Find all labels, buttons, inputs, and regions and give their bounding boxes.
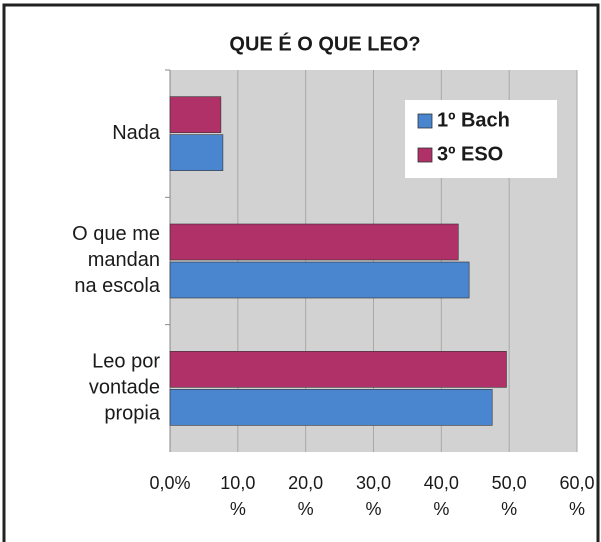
x-tick-label: 30,0% — [356, 473, 391, 519]
legend-swatch — [417, 147, 433, 163]
bar — [169, 389, 493, 426]
legend-swatch — [417, 113, 433, 129]
x-tick-label: 0,0% — [149, 473, 190, 493]
chart-title: QUE É O QUE LEO? — [229, 32, 420, 55]
x-tick-label: 40,0% — [424, 473, 459, 519]
bar — [169, 351, 507, 388]
bar — [169, 223, 459, 261]
bar — [169, 134, 224, 171]
y-tick-label: Leo por vontade propia — [89, 351, 161, 425]
legend — [405, 100, 557, 178]
bar — [169, 96, 222, 133]
x-tick-label: 50,0% — [492, 473, 527, 519]
y-tick-label: Nada — [112, 122, 161, 144]
x-tick-label: 20,0% — [288, 473, 323, 519]
y-tick-label: O que me mandan na escola — [72, 223, 161, 297]
frame — [2, 3, 600, 542]
x-tick-label: 60,0% — [559, 473, 594, 519]
bar — [169, 261, 470, 299]
legend-label: 3º ESO — [437, 143, 503, 165]
x-tick-label: 10,0% — [220, 473, 255, 519]
legend-label: 1º Bach — [437, 109, 510, 131]
